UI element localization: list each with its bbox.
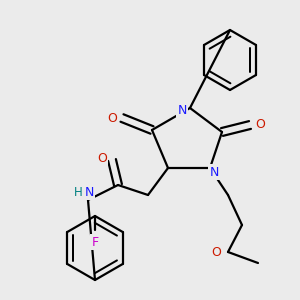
Text: O: O [97, 152, 107, 164]
Text: H: H [74, 185, 82, 199]
Text: O: O [107, 112, 117, 124]
Text: N: N [84, 185, 94, 199]
Text: N: N [209, 166, 219, 178]
Text: F: F [92, 236, 99, 248]
Text: O: O [255, 118, 265, 131]
Text: O: O [211, 247, 221, 260]
Text: N: N [177, 103, 187, 116]
